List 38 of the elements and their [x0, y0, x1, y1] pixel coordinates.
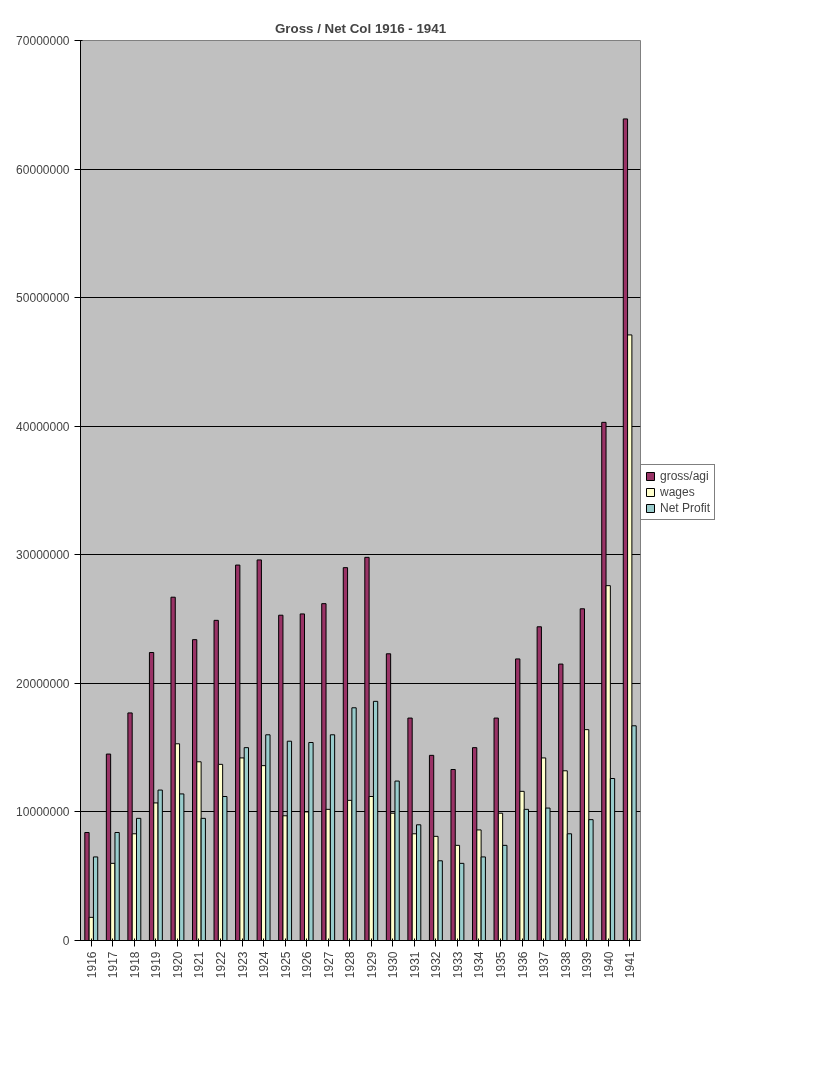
legend-label: wages [660, 485, 695, 499]
x-tick-label: 1925 [278, 951, 293, 979]
y-tick-label: 0 [62, 934, 70, 948]
y-tick-label: 50000000 [16, 291, 70, 306]
x-tick-label: 1933 [450, 951, 465, 979]
chart-title: Gross / Net Col 1916 - 1941 [274, 20, 447, 36]
x-tick-label: 1918 [127, 951, 142, 979]
x-tick-label: 1924 [257, 951, 272, 979]
x-tick-label: 1923 [235, 951, 250, 979]
x-tick-label: 1927 [321, 951, 336, 979]
x-tick-label: 1922 [214, 951, 228, 979]
x-tick-label: 1919 [149, 951, 164, 979]
y-tick-label: 40000000 [16, 419, 70, 434]
x-tick-label: 1932 [429, 951, 444, 979]
x-tick-label: 1935 [494, 951, 508, 979]
x-tick-label: 1940 [601, 951, 616, 979]
x-tick-label: 1939 [580, 951, 595, 979]
x-tick-label: 1916 [84, 951, 99, 979]
x-tick-label: 1921 [192, 951, 207, 979]
x-tick-label: 1931 [407, 951, 422, 979]
legend-label: Net Profit [660, 501, 711, 515]
x-tick-label: 1930 [386, 951, 401, 979]
x-tick-label: 1941 [623, 951, 638, 979]
x-tick-label: 1926 [300, 951, 315, 979]
x-tick-label: 1920 [170, 951, 185, 979]
y-tick-label: 30000000 [16, 548, 70, 563]
x-tick-label: 1937 [537, 951, 552, 979]
y-tick-label: 60000000 [16, 162, 70, 177]
y-tick-label: 70000000 [16, 34, 70, 48]
x-tick-label: 1917 [106, 951, 121, 979]
x-tick-label: 1934 [472, 951, 487, 979]
y-tick-label: 20000000 [16, 676, 70, 691]
x-tick-label: 1936 [515, 951, 530, 979]
y-tick-label: 10000000 [16, 805, 70, 820]
x-tick-label: 1938 [558, 951, 573, 979]
x-tick-label: 1928 [343, 951, 358, 979]
x-tick-label: 1929 [364, 951, 379, 979]
legend-label: gross/agi [660, 469, 709, 483]
